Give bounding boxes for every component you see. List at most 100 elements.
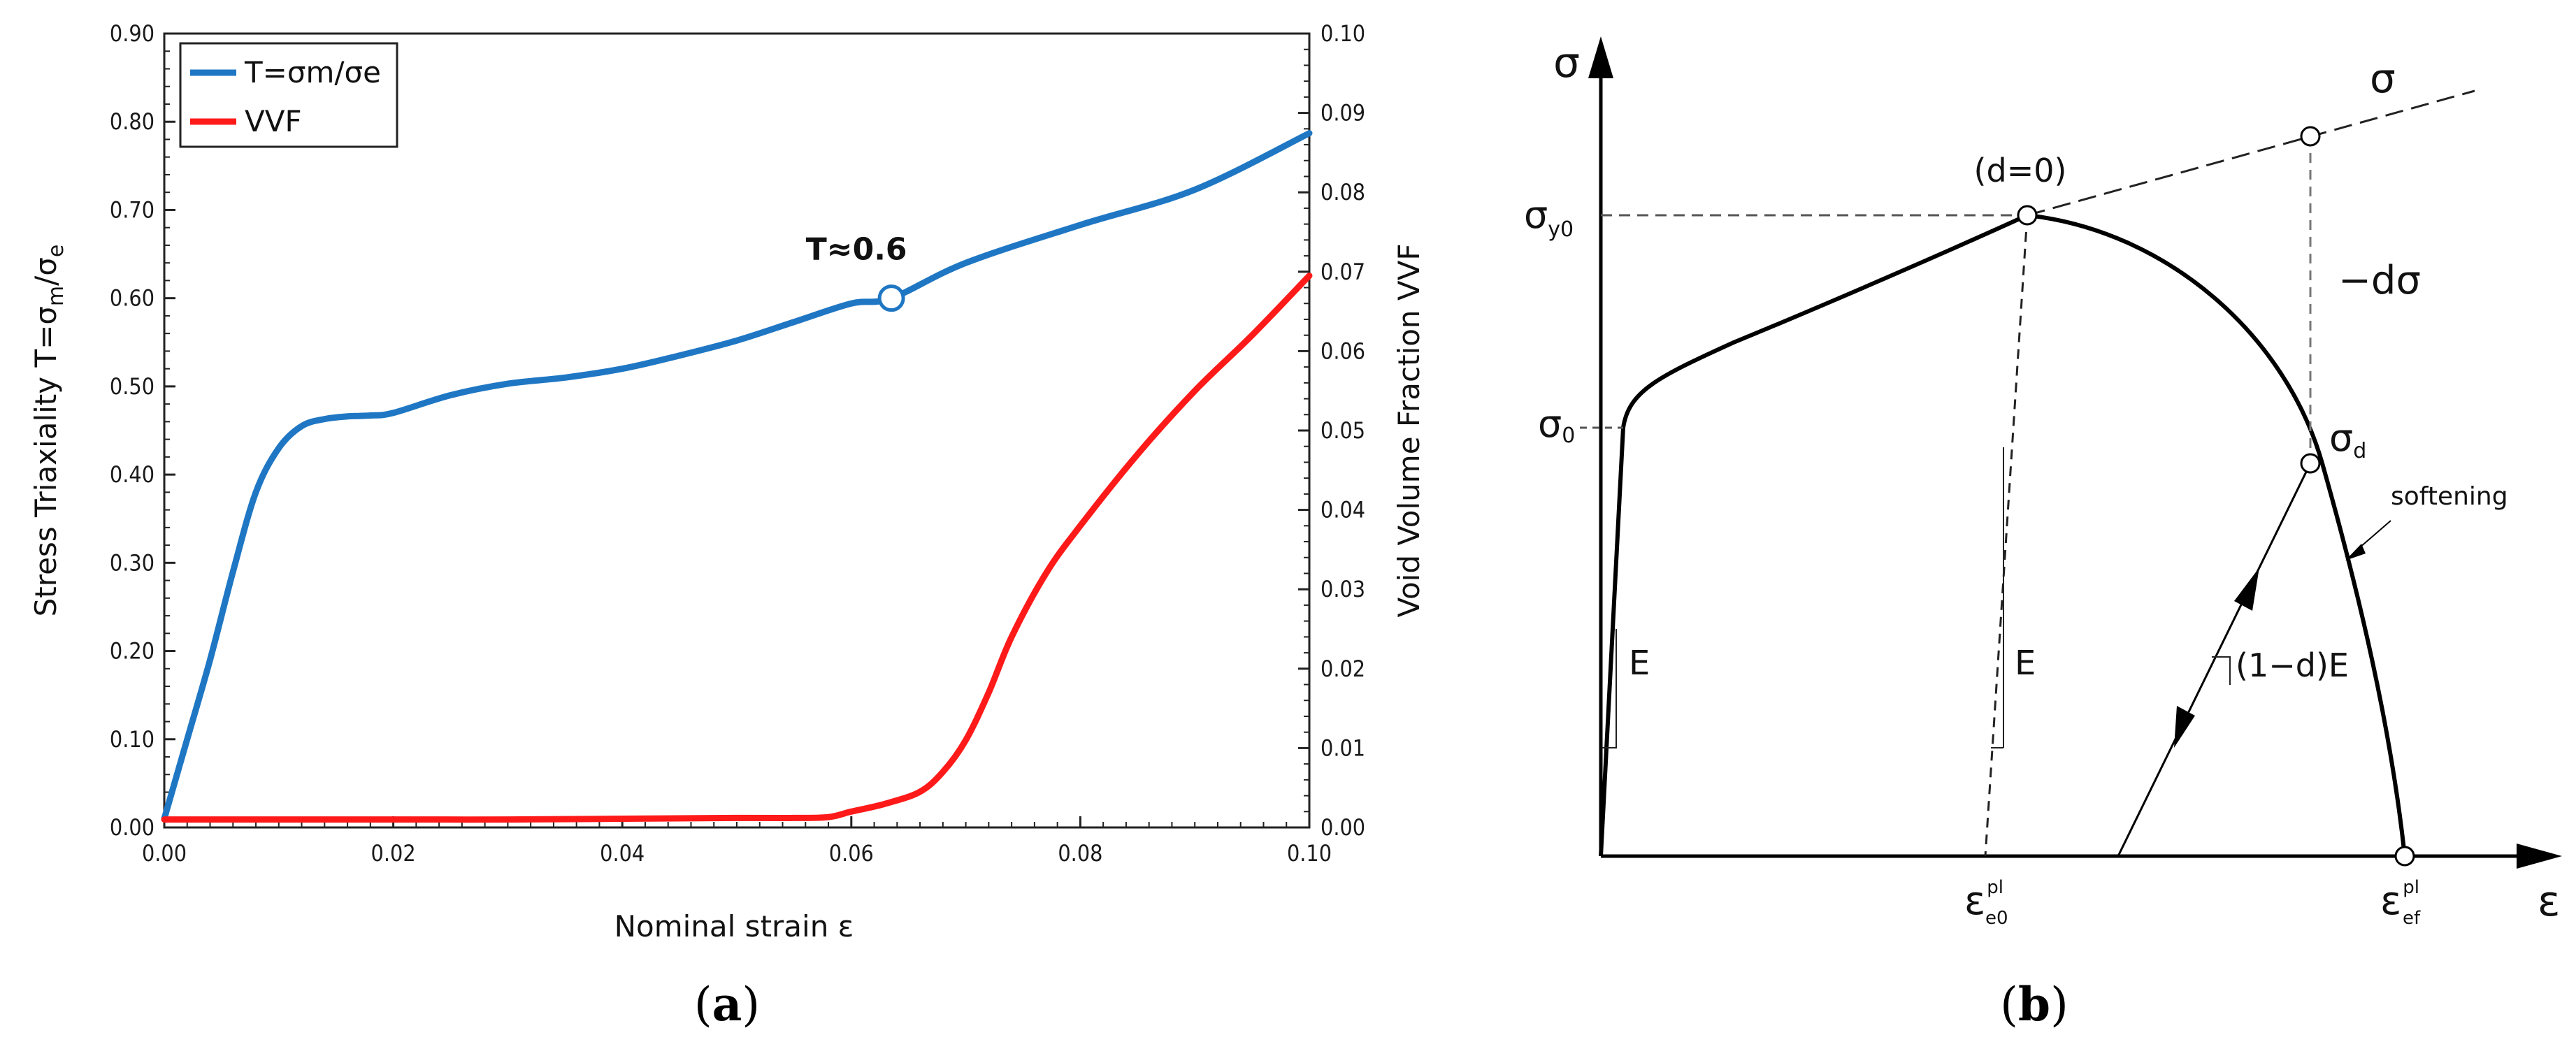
y-left-tick-label: 0.00: [110, 814, 154, 841]
b-sigma-arrowhead: [1588, 36, 1613, 78]
y-left-label-sigma1: σ: [29, 306, 63, 325]
y-left-ticks: 0.00 0.10 0.20 0.30 0.40 0.50 0.60 0.70 0.80 0.90: [110, 20, 175, 841]
b-damaged-unload-line: [2117, 463, 2312, 857]
b-sigma-y0-sub: y0: [1548, 217, 1574, 242]
b-elastic-line: [1599, 427, 1625, 857]
b-sigma-d-main: σ: [2329, 416, 2353, 460]
y-left-label-sigma2: σ: [29, 257, 63, 276]
y-right-tick-label: 0.05: [1321, 417, 1365, 444]
series-vvf-line: [161, 273, 1313, 823]
y-left-tick-label: 0.10: [110, 726, 154, 753]
b-slope-triangle-left: [1602, 629, 1617, 748]
series-t-line: [161, 130, 1313, 822]
x-tick-label: 0.06: [829, 840, 874, 867]
legend-t-label: T=σm/σe: [244, 55, 381, 89]
panel-b-label: (b): [2000, 977, 2068, 1032]
y-left-tick-label: 0.60: [110, 285, 154, 312]
b-eps-ef-sup: pl: [2403, 877, 2419, 898]
b-point-sigma-d: [2300, 453, 2321, 474]
x-axis-label: Nominal strain ε: [614, 909, 854, 943]
b-unload-elastic-dashed: [1984, 215, 2029, 857]
y-right-tick-label: 0.08: [1321, 179, 1365, 205]
b-E-left-label: E: [1629, 644, 1650, 683]
b-point-eps-ef: [2394, 846, 2415, 867]
b-undamaged-extension: [2027, 89, 2475, 217]
panel-a-chart: 0.00 0.02 0.04 0.06 0.08 0.10 0.000.100.200.3…: [29, 20, 1426, 1032]
b-minus-dsigma-label: −dσ: [2338, 258, 2421, 303]
b-sigma-y0-main: σ: [1524, 193, 1548, 237]
y-left-tick-label: 0.70: [110, 196, 154, 223]
y-left-tick-label: 0.80: [110, 108, 154, 135]
legend-vvf-label: VVF: [245, 104, 302, 138]
y-right-tick-label: 0.03: [1321, 576, 1365, 602]
x-ticks: 0.00 0.02 0.04 0.06 0.08 0.10: [142, 816, 1332, 867]
x-tick-label: 0.00: [142, 840, 187, 867]
b-sigma-d-sub: d: [2353, 439, 2366, 463]
t-marker-label: T≈0.6: [806, 232, 907, 268]
b-eps-ef-main: ε: [2380, 878, 2401, 924]
panel-b-open: (: [2000, 978, 2018, 1032]
panel-b-diagram: σ ε σ (d=0) σy0 σ0 −dσ σd softening E E …: [1524, 36, 2562, 1032]
panel-a-letter: a: [712, 977, 742, 1032]
b-E-mid-label: E: [2015, 644, 2036, 683]
b-unload-arrow-down: [2174, 706, 2195, 748]
b-softening-label: softening: [2391, 482, 2508, 511]
b-softening-curve: [2027, 213, 2407, 857]
y-left-label-m: m: [44, 286, 69, 306]
b-d0-label: (d=0): [1974, 152, 2067, 189]
y-left-label-slash: /: [29, 275, 63, 286]
b-eps-e0-sup: pl: [1987, 877, 2003, 898]
legend-box: [179, 42, 398, 148]
panel-b-close: ): [2050, 978, 2068, 1032]
b-eps-e0-label: εpl e0: [1964, 877, 2008, 929]
y-right-tick-label: 0.04: [1321, 497, 1365, 523]
plot-frame: [163, 32, 1311, 829]
legend: T=σm/σe VVF: [179, 42, 398, 148]
b-point-d0: [2017, 205, 2038, 226]
y-left-label-e: e: [44, 245, 69, 257]
panel-a-open: (: [694, 978, 712, 1032]
x-tick-label: 0.08: [1058, 840, 1102, 867]
panel-b-letter: b: [2018, 977, 2050, 1032]
b-unload-arrow-up: [2234, 567, 2259, 611]
b-point-undamaged: [2300, 126, 2321, 147]
b-sigma-y0-label: σy0: [1524, 193, 1574, 242]
b-sigma-0-main: σ: [1538, 402, 1562, 446]
panel-a-label: (a): [694, 977, 760, 1032]
y-left-tick-label: 0.30: [110, 549, 154, 576]
y-left-axis-label: Stress Triaxiality T=σm/σe: [29, 245, 69, 617]
y-right-tick-label: 0.02: [1321, 656, 1365, 682]
y-right-axis-label: Void Volume Fraction VVF: [1392, 243, 1426, 617]
y-right-tick-label: 0.07: [1321, 259, 1365, 285]
y-right-tick-label: 0.10: [1321, 20, 1365, 47]
y-right-ticks: 0.00 0.01 0.02 0.03 0.04 0.05 0.06 0.07 0.08 0.09…: [1298, 20, 1365, 841]
y-left-tick-label: 0.20: [110, 638, 154, 665]
b-sigma-0-label: σ0: [1538, 402, 1575, 448]
y-right-tick-label: 0.09: [1321, 100, 1365, 126]
b-sigma-dashed-label: σ: [2370, 55, 2396, 102]
b-eps-e0-sub: e0: [1985, 908, 2008, 929]
b-sigma-0-sub: 0: [1562, 424, 1575, 448]
y-right-tick-label: 0.06: [1321, 338, 1365, 364]
b-softening-pointer-head: [2345, 544, 2366, 560]
b-hardening-curve: [1621, 213, 2029, 428]
b-sigma-axis-label: σ: [1553, 38, 1580, 87]
y-right-tick-label: 0.01: [1321, 735, 1365, 761]
y-left-tick-label: 0.40: [110, 461, 154, 488]
y-right-tick-label: 0.00: [1321, 814, 1365, 841]
x-tick-label: 0.10: [1287, 840, 1332, 867]
y-left-tick-label: 0.50: [110, 373, 154, 400]
b-eps-e0-main: ε: [1964, 878, 1985, 924]
b-eps-ef-sub: ef: [2403, 908, 2421, 929]
t-marker-point: [877, 284, 905, 312]
b-slope-triangle-right: [2212, 656, 2231, 685]
b-eps-axis-label: ε: [2538, 877, 2560, 926]
b-eps-ef-label: εpl ef: [2380, 877, 2421, 929]
y-left-label-prefix: Stress Triaxiality T=: [29, 325, 63, 617]
y-left-tick-label: 0.90: [110, 20, 154, 47]
b-one-minus-d-E-label: (1−d)E: [2236, 646, 2349, 684]
panel-a-close: ): [742, 978, 760, 1032]
b-eps-arrowhead: [2517, 844, 2562, 869]
x-tick-label: 0.02: [371, 840, 416, 867]
